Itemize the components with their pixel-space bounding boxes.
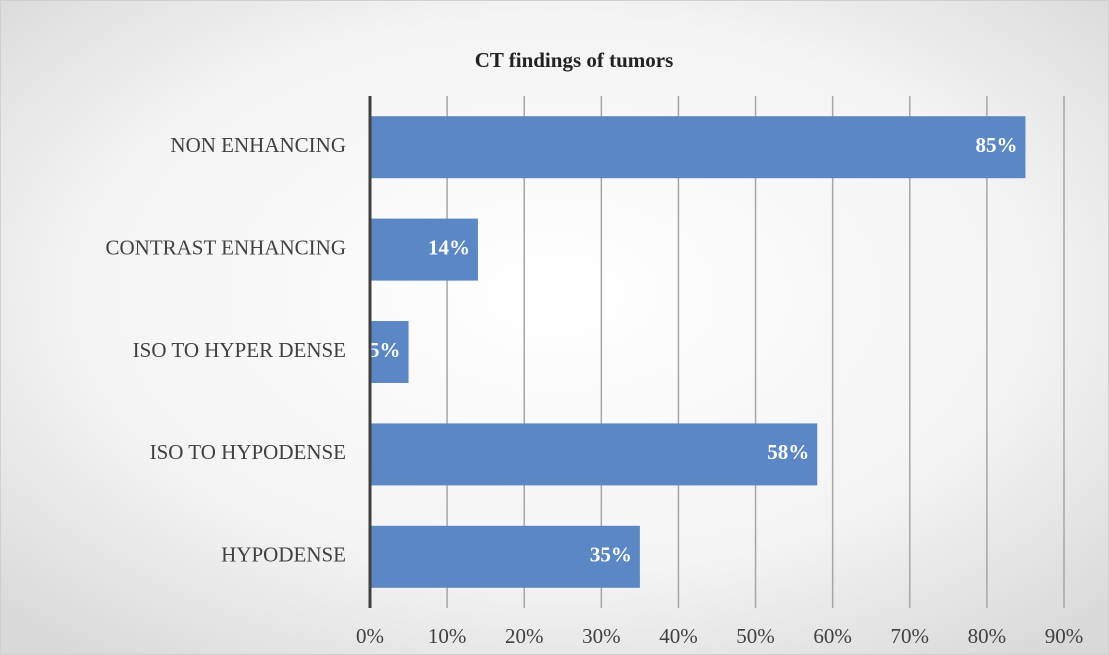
x-tick-label: 60% <box>813 624 852 648</box>
y-tick-label: ISO TO HYPODENSE <box>150 440 346 464</box>
x-tick-label: 30% <box>582 624 621 648</box>
bar <box>370 321 409 383</box>
bar <box>370 116 1026 179</box>
data-label: 58% <box>767 440 809 464</box>
bar <box>370 218 478 281</box>
data-label: 85% <box>975 133 1017 157</box>
data-label: 14% <box>428 235 470 259</box>
bar <box>370 423 818 486</box>
x-tick-label: 0% <box>356 624 384 648</box>
x-tick-label: 80% <box>968 624 1007 648</box>
x-tick-label: 70% <box>891 624 930 648</box>
y-tick-label: CONTRAST ENHANCING <box>105 235 346 259</box>
data-label: 35% <box>590 543 632 567</box>
x-tick-label: 40% <box>659 624 698 648</box>
x-tick-label: 10% <box>428 624 467 648</box>
y-tick-label: HYPODENSE <box>221 543 346 567</box>
y-tick-label: NON ENHANCING <box>170 133 346 157</box>
x-tick-label: 20% <box>505 624 544 648</box>
chart-title: CT findings of tumors <box>475 48 674 72</box>
y-tick-label: ISO TO HYPER DENSE <box>133 338 346 362</box>
bar <box>370 525 640 588</box>
data-label: 5% <box>369 338 401 362</box>
x-tick-label: 50% <box>736 624 775 648</box>
x-tick-label: 90% <box>1045 624 1084 648</box>
